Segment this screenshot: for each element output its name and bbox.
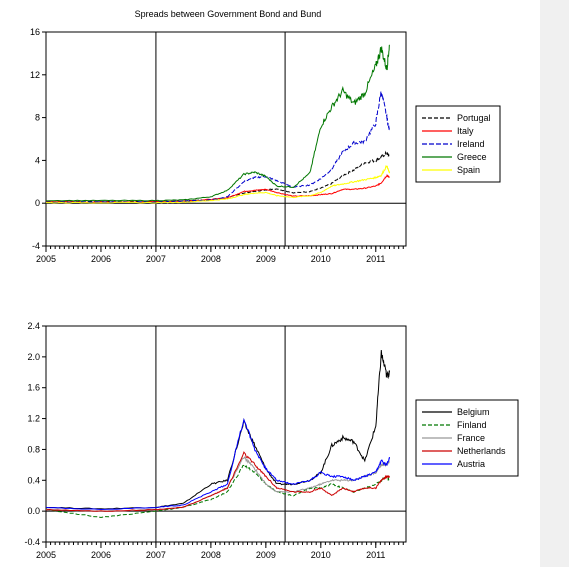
y-tick-label: 0 [35,198,40,208]
y-tick-label: 4 [35,155,40,165]
legend-label: Belgium [457,407,490,417]
legend-label: France [457,433,485,443]
legend-label: Austria [457,459,485,469]
legend: Belgium Finland France Netherlands Austria [415,399,519,477]
series-line-spain [46,164,390,204]
x-tick-label: 2006 [91,550,111,560]
legend-label: Portugal [457,113,491,123]
chart-2: -0.4 0.0 0.4 0.8 1.2 1.6 2.0 2.4 2005 2006 2007 200… [24,321,519,560]
y-tick-label: -0.4 [24,537,40,547]
y-tick-label: 1.2 [27,414,40,424]
y-tick-label: 0.8 [27,444,40,454]
legend: Portugal Italy Ireland Greece Spain [415,105,501,183]
x-tick-label: 2010 [311,550,331,560]
y-tick-label: 0.0 [27,506,40,516]
x-tick-label: 2007 [146,550,166,560]
y-tick-label: -4 [32,241,40,251]
series-line-greece [46,44,390,202]
legend-label: Ireland [457,139,485,149]
x-tick-label: 2007 [146,254,166,264]
x-tick-label: 2008 [201,550,221,560]
x-tick-label: 2011 [366,254,385,264]
legend-label: Spain [457,165,480,175]
x-tick-label: 2005 [36,254,56,264]
legend-label: Greece [457,152,487,162]
x-tick-label: 2009 [256,550,276,560]
series-line-austria [46,417,390,511]
x-tick-label: 2006 [91,254,111,264]
y-tick-label: 16 [30,27,40,37]
x-tick-label: 2009 [256,254,276,264]
x-tick-label: 2005 [36,550,56,560]
y-tick-label: 0.4 [27,475,40,485]
y-tick-label: 2.0 [27,352,40,362]
chart-1: -4 0 4 8 12 16 2005 2006 2007 2008 2009 2010 2011 Por… [30,27,501,264]
chart-title: Spreads between Government Bond and Bund [134,9,322,19]
y-tick-label: 1.6 [27,383,40,393]
y-tick-label: 12 [30,70,40,80]
legend-label: Italy [457,126,474,136]
y-tick-label: 2.4 [27,321,40,331]
plot-area [45,325,407,543]
legend-label: Netherlands [457,446,506,456]
plot-area [45,31,407,247]
series-line-netherlands [46,451,390,512]
x-tick-label: 2011 [366,550,385,560]
series-line-finland [46,463,390,519]
x-tick-label: 2008 [201,254,221,264]
legend-label: Finland [457,420,487,430]
y-tick-label: 8 [35,113,40,123]
x-tick-label: 2010 [311,254,331,264]
